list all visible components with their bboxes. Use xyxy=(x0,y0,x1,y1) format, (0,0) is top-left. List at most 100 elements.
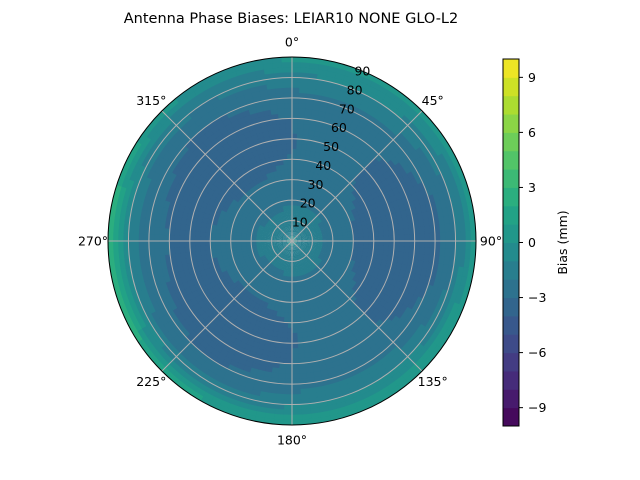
contour-cell xyxy=(291,174,296,180)
contour-cell xyxy=(429,225,436,235)
contour-cell xyxy=(306,244,313,247)
contour-cell xyxy=(282,227,287,233)
contour-cell xyxy=(230,246,237,251)
contour-cell xyxy=(261,295,268,303)
contour-cell xyxy=(397,251,405,260)
contour-cell xyxy=(307,82,318,90)
contour-cell xyxy=(133,281,142,293)
contour-cell xyxy=(378,230,385,237)
contour-cell xyxy=(306,235,313,238)
contour-cell xyxy=(291,133,299,139)
contour-cell xyxy=(347,262,355,269)
contour-cell xyxy=(144,209,153,220)
contour-cell xyxy=(337,410,350,420)
contour-cell xyxy=(112,221,120,233)
contour-cell xyxy=(319,253,326,258)
colorbar-segment xyxy=(503,242,519,262)
contour-cell xyxy=(301,236,308,239)
contour-cell xyxy=(299,200,303,207)
contour-cell xyxy=(304,320,311,328)
contour-cell xyxy=(194,245,201,252)
contour-cell xyxy=(271,259,277,266)
contour-cell xyxy=(286,241,292,244)
contour-cell xyxy=(260,242,267,245)
contour-cell xyxy=(263,135,272,143)
colorbar-segment xyxy=(503,205,519,225)
contour-cell xyxy=(302,238,308,240)
contour-cell xyxy=(264,253,271,259)
contour-cell xyxy=(260,256,267,261)
contour-cell xyxy=(293,220,296,226)
contour-cell xyxy=(296,250,300,256)
contour-cell xyxy=(252,251,259,257)
contour-cell xyxy=(303,256,309,263)
contour-cell xyxy=(269,264,275,271)
contour-cell xyxy=(267,382,278,389)
contour-cell xyxy=(274,341,282,349)
contour-cell xyxy=(260,235,267,239)
contour-cell xyxy=(301,331,308,339)
contour-cell xyxy=(267,230,274,234)
contour-cell xyxy=(290,251,292,257)
contour-cell xyxy=(299,77,311,84)
contour-cell xyxy=(306,272,311,279)
contour-cell xyxy=(336,212,343,219)
contour-cell xyxy=(268,249,274,253)
contour-cell xyxy=(205,253,213,260)
contour-cell xyxy=(295,312,301,319)
contour-cell xyxy=(271,244,278,247)
contour-cell xyxy=(275,207,280,214)
contour-cell xyxy=(310,360,320,368)
contour-cell xyxy=(282,260,286,266)
contour-cell xyxy=(256,231,263,235)
contour-cell xyxy=(295,210,299,217)
contour-cell xyxy=(291,87,301,94)
contour-cell xyxy=(443,256,451,267)
contour-cell xyxy=(148,240,155,250)
contour-cell xyxy=(324,263,332,269)
colorbar-segment xyxy=(503,95,519,115)
contour-cell xyxy=(296,221,300,227)
contour-cell xyxy=(307,241,313,244)
contour-cell xyxy=(333,257,341,263)
radial-tick-label: 10 xyxy=(292,215,308,230)
contour-cell xyxy=(298,92,309,99)
contour-cell xyxy=(281,66,293,73)
contour-cell xyxy=(411,259,419,269)
contour-cell xyxy=(322,237,329,240)
contour-cell xyxy=(329,265,336,272)
contour-cell xyxy=(244,259,252,265)
contour-cell xyxy=(272,266,277,273)
contour-cell xyxy=(464,221,472,233)
contour-cell xyxy=(289,235,292,241)
contour-cell xyxy=(294,296,299,303)
contour-cell xyxy=(298,228,303,234)
contour-cell xyxy=(286,260,289,267)
contour-cell xyxy=(278,217,283,224)
contour-cell xyxy=(245,242,252,247)
contour-cell xyxy=(295,250,298,257)
contour-cell xyxy=(306,236,313,239)
contour-cell xyxy=(291,337,298,344)
contour-cell xyxy=(300,195,305,202)
contour-cell xyxy=(328,257,335,263)
contour-cell xyxy=(281,275,285,282)
contour-cell xyxy=(304,256,310,262)
contour-cell xyxy=(276,242,282,244)
contour-cell xyxy=(276,243,283,246)
contour-cell xyxy=(284,363,293,370)
contour-cell xyxy=(258,224,265,229)
contour-cell xyxy=(309,258,315,265)
contour-cell xyxy=(260,283,267,291)
contour-cell xyxy=(310,193,316,201)
contour-cell xyxy=(307,266,312,273)
contour-cell xyxy=(305,283,311,291)
contour-cell xyxy=(308,72,320,80)
contour-cell xyxy=(288,245,291,252)
contour-cell xyxy=(298,221,302,228)
contour-cell xyxy=(305,261,311,268)
contour-cell xyxy=(184,240,190,248)
contour-cell xyxy=(296,236,302,239)
contour-cell xyxy=(291,168,297,175)
contour-cell xyxy=(320,250,327,255)
